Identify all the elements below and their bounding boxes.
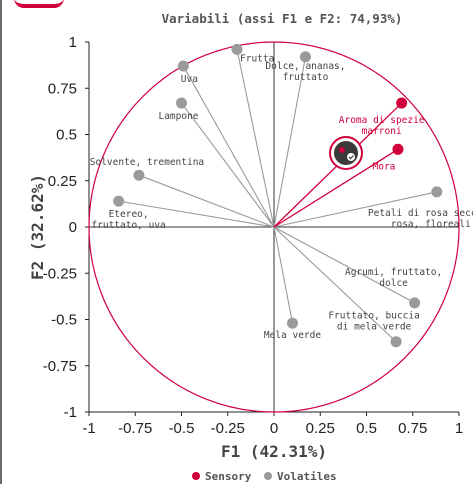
point-label-line: marroni: [362, 126, 402, 137]
vector-line: [273, 191, 437, 228]
point-label: Lampone: [158, 111, 198, 122]
point-label: Dolce, ananas, fruttato: [265, 61, 345, 83]
y-tick-label: 0: [69, 219, 77, 236]
point-label: Agrumi, fruttato, dolce: [345, 267, 442, 289]
point-label: Frutta: [240, 53, 274, 64]
y-tick-label: 0.5: [56, 127, 77, 144]
point-label-line: Aroma di spezie: [339, 115, 425, 126]
data-point: [392, 143, 404, 155]
data-point: [409, 297, 421, 309]
x-tick-label: 0.75: [398, 420, 427, 437]
legend-label: Volatiles: [277, 470, 337, 483]
y-tick-label: -0.25: [43, 265, 77, 282]
x-tick-label: -0.5: [169, 420, 195, 437]
marker-core[interactable]: [334, 141, 358, 165]
selection-marker[interactable]: [329, 136, 363, 170]
vector-line: [181, 102, 275, 228]
point-label-line: dolce: [379, 278, 408, 289]
x-tick-label: 0.5: [356, 420, 377, 437]
x-tick-label: -0.75: [118, 420, 152, 437]
x-tick-label: 1: [455, 420, 463, 437]
corner-accent: [14, 0, 64, 8]
vector-line: [273, 56, 306, 228]
data-point: [176, 97, 187, 109]
point-label: Aroma di spezie marroni: [339, 115, 425, 137]
legend-label: Sensory: [205, 470, 252, 483]
point-label-line: Frutta: [240, 53, 274, 64]
y-tick-label: -0.75: [43, 358, 77, 375]
data-point: [390, 336, 402, 348]
vector-line: [273, 226, 415, 304]
vector-line: [273, 226, 294, 324]
point-label: Uva: [181, 74, 198, 85]
legend-marker: [192, 472, 200, 480]
x-tick-label: -1: [82, 420, 95, 437]
point-label-line: fruttato, uva: [91, 220, 165, 231]
marker-check-bg[interactable]: [347, 153, 355, 161]
vector-line: [138, 174, 275, 228]
chart-title: Variabili (assi F1 e F2: 74,93%): [162, 11, 403, 26]
data-point: [287, 317, 298, 329]
x-tick-label: 0: [270, 420, 278, 437]
point-label-line: Etereo,: [109, 209, 149, 220]
vector-line: [182, 65, 275, 228]
point-label-line: Mora: [373, 161, 396, 172]
point-label: Fruttato, buccia di mela verde: [328, 311, 420, 333]
y-tick-label: 0.25: [48, 173, 77, 190]
data-point: [396, 97, 408, 109]
x-tick-label: -0.25: [211, 420, 245, 437]
data-point: [113, 195, 125, 207]
x-axis-label: F1 (42.31%): [221, 442, 327, 461]
point-label: Mora: [373, 161, 396, 172]
x-tick-label: 0.25: [306, 420, 335, 437]
left-border: [0, 0, 2, 484]
y-tick-labels: 1 0.75 0.5 0.25 0 -0.25 -0.5 -0.75 -1: [43, 34, 89, 421]
data-point: [231, 43, 243, 55]
vector-line: [118, 200, 275, 228]
point-label-line: fruttato: [283, 72, 329, 83]
point-label: Etereo, fruttato, uva: [91, 209, 165, 231]
point-label-line: Uva: [181, 74, 198, 85]
y-axis-label: F2 (32.62%): [28, 174, 47, 280]
point-label-line: Petali di rosa secchi,: [368, 208, 473, 219]
point-label-line: Fruttato, buccia: [328, 311, 420, 322]
data-point: [133, 169, 145, 181]
variable-vectors: [118, 49, 437, 343]
point-label: Mela verde: [264, 330, 321, 341]
point-label-line: Lampone: [158, 111, 198, 122]
y-tick-label: -1: [64, 404, 77, 421]
vector-line: [236, 49, 275, 228]
point-label: Solvente, trementina: [90, 157, 204, 168]
point-label-line: Agrumi, fruttato,: [345, 267, 442, 278]
point-label-line: Dolce, ananas,: [265, 61, 345, 72]
data-point: [431, 186, 443, 198]
point-label-line: Solvente, trementina: [90, 157, 204, 168]
y-tick-label: 0.75: [48, 80, 77, 97]
legend-marker: [264, 472, 272, 480]
x-tick-labels: -1 -0.75 -0.5 -0.25 0 0.25 0.5 0.75 1: [82, 412, 463, 437]
y-tick-label: 1: [69, 34, 77, 51]
correlation-circle: [88, 41, 460, 413]
vector-line: [273, 148, 399, 228]
point-label-line: Mela verde: [264, 330, 321, 341]
vector-line: [273, 226, 397, 343]
y-tick-label: -0.5: [51, 312, 77, 329]
data-point: [177, 60, 189, 72]
variable-points: [113, 43, 443, 348]
point-label-line: di mela verde: [337, 322, 412, 333]
point-label-line: rosa, floreali: [391, 219, 471, 230]
point-label: Petali di rosa secchi,rosa, floreali: [368, 208, 473, 230]
check-icon[interactable]: [348, 155, 354, 160]
marker-dot[interactable]: [339, 147, 345, 153]
legend: Sensory Volatiles: [192, 470, 337, 483]
data-point: [299, 51, 311, 63]
